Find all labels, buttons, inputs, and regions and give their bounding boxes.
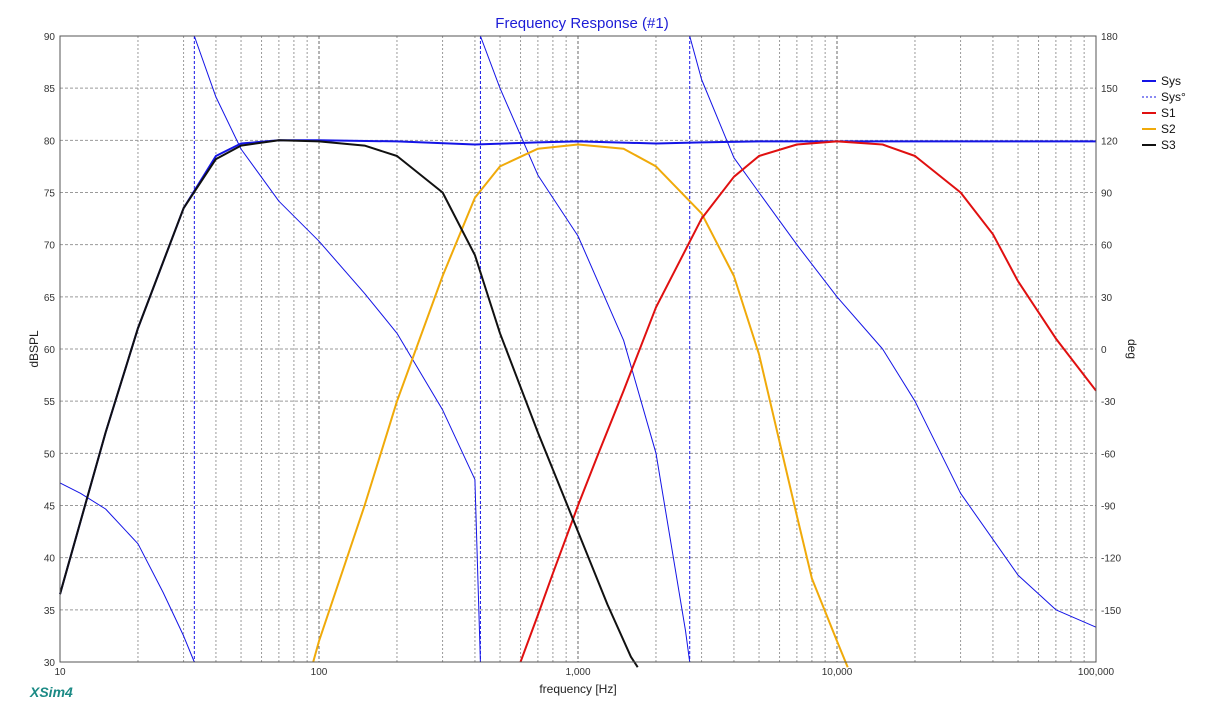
y-tick-label: 90 [44,32,56,43]
legend-label: S1 [1161,106,1176,120]
y2-tick-label: -60 [1101,449,1116,460]
legend-item[interactable]: Sys° [1142,90,1186,104]
x-tick-label: 10 [54,667,66,678]
legend-label: S3 [1161,138,1176,152]
x-tick-label: 100 [311,667,328,678]
y-tick-label: 80 [44,136,56,147]
series-s1-line[interactable] [519,140,1097,663]
y2-tick-label: -120 [1101,554,1121,565]
series-s2-line[interactable] [312,143,849,668]
y2-tick-label: 120 [1101,136,1118,147]
y-tick-label: 35 [44,606,56,617]
x-axis-ticks: 10 100 1,000 10,000 100,000 [54,667,1114,678]
y-tick-label: 45 [44,502,56,513]
legend-item[interactable]: S2 [1142,122,1176,136]
y2-tick-label: 0 [1101,345,1107,356]
y2-tick-label: -30 [1101,397,1116,408]
phase-wrap-lines [193,36,691,662]
y2-axis-label: deg [1125,339,1139,359]
legend-item[interactable]: Sys [1142,74,1181,88]
y-tick-label: 40 [44,554,56,565]
legend-item[interactable]: S1 [1142,106,1176,120]
chart-legend[interactable]: Sys Sys° S1 S2 S3 [1142,74,1186,152]
y2-tick-label: 60 [1101,241,1113,252]
x-tick-label: 10,000 [822,667,853,678]
x-tick-label: 100,000 [1078,667,1115,678]
plot-area[interactable] [59,35,1097,663]
y-tick-label: 75 [44,189,56,200]
series-sys-phase-line[interactable] [59,35,1097,663]
legend-label: Sys° [1161,90,1186,104]
y-tick-label: 70 [44,241,56,252]
y2-tick-label: 90 [1101,189,1113,200]
y2-axis-ticks: 180 150 120 90 60 30 0 -30 -60 -90 -120 -150 [1101,32,1121,617]
xsim-logo: XSim4 [29,684,73,700]
legend-label: S2 [1161,122,1176,136]
y-axis-ticks: 30 35 40 45 50 55 60 65 70 75 80 85 90 [44,32,56,669]
legend-label: Sys [1161,74,1181,88]
y2-tick-label: 180 [1101,32,1118,43]
legend-item[interactable]: S3 [1142,138,1176,152]
y-axis-label: dBSPL [27,330,41,368]
y-tick-label: 60 [44,345,56,356]
y2-tick-label: 30 [1101,293,1113,304]
chart-title: Frequency Response (#1) [495,15,668,32]
x-tick-label: 1,000 [565,667,590,678]
y-tick-label: 55 [44,397,56,408]
y-tick-label: 65 [44,293,56,304]
y2-tick-label: -90 [1101,502,1116,513]
chart-series [59,35,1097,668]
y-tick-label: 50 [44,449,56,460]
series-s3-line[interactable] [59,139,639,668]
y2-tick-label: 150 [1101,84,1118,95]
y-tick-label: 30 [44,658,56,669]
x-axis-label: frequency [Hz] [539,682,616,696]
y-tick-label: 85 [44,84,56,95]
y2-tick-label: -150 [1101,606,1121,617]
